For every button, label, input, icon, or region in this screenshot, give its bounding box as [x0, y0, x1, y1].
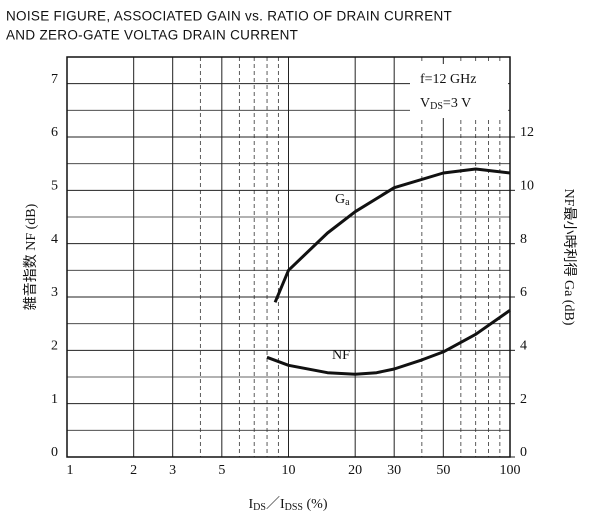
y-tick-label: 6 [51, 125, 58, 140]
line-series [266, 309, 511, 376]
y-tick-label: 1 [51, 392, 58, 407]
y2-axis-label: NF最小時利得 Ga (dB) [561, 189, 578, 326]
x-label-part: ／I [266, 496, 285, 512]
series-label-part: G [335, 192, 345, 207]
annotation-part: V [420, 96, 430, 111]
x-tick-label: 10 [282, 463, 296, 478]
x-axis-label: IDS／IDSS (%) [249, 496, 328, 513]
y-tick-label: 0 [51, 445, 58, 460]
y2-tick-label: 6 [520, 285, 527, 300]
x-tick-label: 50 [436, 463, 450, 478]
annotation: VDS=3 V [420, 96, 471, 112]
y-axis-label: 雑音指数 NF (dB) [22, 203, 39, 310]
x-label-part: DS [253, 502, 266, 513]
y-tick-label: 7 [51, 72, 58, 87]
annotation-box [410, 64, 508, 118]
y2-tick-label: 12 [520, 125, 534, 140]
y2-tick-label: 10 [520, 179, 534, 194]
series-label: NF [332, 348, 350, 363]
annotation-part: =3 V [443, 96, 471, 111]
x-label-part: I [249, 497, 254, 512]
x-tick-label: 3 [169, 463, 176, 478]
y-tick-label: 2 [51, 339, 58, 354]
x-tick-label: 5 [218, 463, 225, 478]
y2-tick-label: 2 [520, 392, 527, 407]
chart-title: NOISE FIGURE, ASSOCIATED GAIN vs. RATIO … [6, 9, 452, 24]
x-tick-label: 1 [67, 463, 74, 478]
y-tick-label: 4 [51, 232, 58, 247]
y-tick-label: 3 [51, 285, 58, 300]
y2-tick-label: 0 [520, 445, 527, 460]
annotation-part: DS [430, 101, 443, 112]
line-series [273, 167, 511, 303]
chart-title: AND ZERO-GATE VOLTAG DRAIN CURRENT [6, 28, 298, 43]
y2-tick-label: 8 [520, 232, 527, 247]
x-tick-label: 30 [387, 463, 401, 478]
x-tick-label: 20 [348, 463, 362, 478]
series-label-part: NF [332, 348, 350, 363]
y-tick-label: 5 [51, 179, 58, 194]
x-label-part: DSS [285, 502, 303, 513]
series-label-part: a [345, 197, 350, 208]
y2-tick-label: 4 [520, 339, 527, 354]
x-tick-label: 2 [130, 463, 137, 478]
series-label: Ga [335, 192, 350, 208]
x-tick-label: 100 [500, 463, 521, 478]
x-label-part: (%) [303, 497, 328, 512]
plot-frame [66, 56, 511, 458]
annotation: f=12 GHz [420, 72, 477, 87]
